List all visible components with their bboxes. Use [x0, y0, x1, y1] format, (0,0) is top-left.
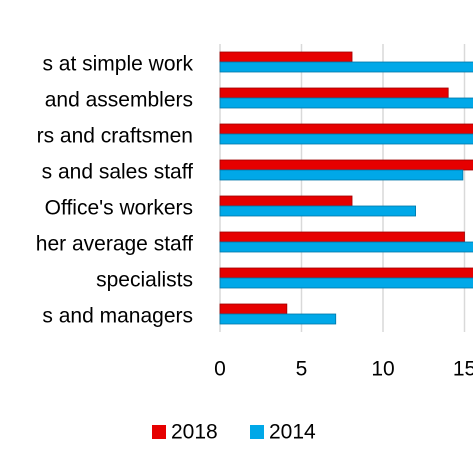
bar: [219, 123, 473, 135]
x-tick-label: 5: [296, 358, 308, 381]
y-tick-label: her average staff: [36, 233, 193, 256]
bar: [219, 195, 353, 207]
bar: [219, 61, 473, 73]
bar: [219, 267, 473, 279]
bar: [219, 97, 473, 109]
y-tick-label: s at simple work: [42, 53, 193, 76]
y-tick-label: s and sales staff: [42, 161, 194, 184]
bar: [219, 169, 464, 181]
y-tick-label: rs and craftsmen: [37, 125, 193, 148]
bar: [219, 205, 417, 217]
x-tick-label: 15: [453, 358, 473, 381]
bar: [219, 51, 353, 63]
x-tick-label: 0: [214, 358, 226, 381]
y-tick-label: specialists: [96, 269, 193, 292]
x-tick-label: 10: [371, 358, 394, 381]
bar: [219, 231, 465, 243]
bar: [219, 87, 449, 99]
bar: [219, 303, 288, 315]
y-tick-label: Office's workers: [45, 197, 193, 220]
legend-label: 2018: [171, 421, 218, 444]
legend-swatch: [152, 425, 166, 439]
legend-swatch: [250, 425, 264, 439]
bar: [219, 277, 473, 289]
y-tick-label: and assemblers: [45, 89, 193, 112]
bar: [219, 159, 473, 171]
y-tick-label: s and managers: [42, 305, 193, 328]
bar: [219, 313, 337, 325]
bar: [219, 241, 473, 253]
legend-label: 2014: [269, 421, 316, 444]
bar: [219, 133, 473, 145]
